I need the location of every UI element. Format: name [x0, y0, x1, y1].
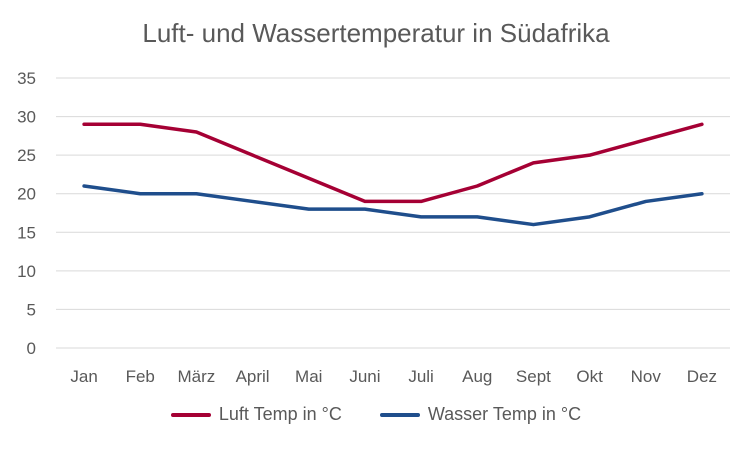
y-tick-label: 15 — [17, 223, 36, 242]
legend-item-wasser: Wasser Temp in °C — [379, 404, 582, 425]
x-tick-label: Juni — [349, 367, 380, 386]
legend-label-wasser: Wasser Temp in °C — [427, 404, 582, 424]
x-tick-label: April — [236, 367, 270, 386]
x-axis-tick-labels: Jan Feb März April Mai Juni Juli Aug Sept Okt Nov D… — [70, 367, 717, 386]
y-tick-label: 20 — [17, 185, 36, 204]
y-tick-label: 0 — [27, 339, 36, 358]
x-tick-label: Jan — [70, 367, 97, 386]
y-tick-label: 5 — [27, 300, 36, 319]
series-line-wasser — [82, 184, 704, 227]
x-tick-label: Okt — [576, 367, 603, 386]
y-tick-label: 30 — [17, 108, 36, 127]
legend-swatch-luft — [170, 412, 211, 417]
x-tick-label: Feb — [126, 367, 155, 386]
x-tick-label: Juli — [408, 367, 434, 386]
chart-title: Luft- und Wassertemperatur in Südafrika — [142, 18, 610, 48]
gridlines — [56, 77, 730, 349]
x-tick-label: Aug — [462, 367, 492, 386]
x-tick-label: Nov — [631, 367, 662, 386]
y-tick-label: 35 — [17, 69, 36, 88]
legend-label-luft: Luft Temp in °C — [218, 404, 342, 424]
x-tick-label: Mai — [295, 367, 322, 386]
y-tick-label: 10 — [17, 262, 36, 281]
x-tick-label: März — [178, 367, 216, 386]
legend-item-luft: Luft Temp in °C — [170, 404, 342, 425]
x-tick-label: Sept — [516, 367, 551, 386]
legend: Luft Temp in °C Wasser Temp in °C — [0, 404, 752, 425]
legend-swatch-wasser — [379, 412, 420, 417]
series-line-luft — [82, 122, 704, 204]
y-tick-label: 25 — [17, 146, 36, 165]
series-lines — [82, 122, 704, 227]
x-tick-label: Dez — [687, 367, 717, 386]
y-axis-tick-labels: 0 5 10 15 20 25 30 35 — [17, 69, 36, 358]
